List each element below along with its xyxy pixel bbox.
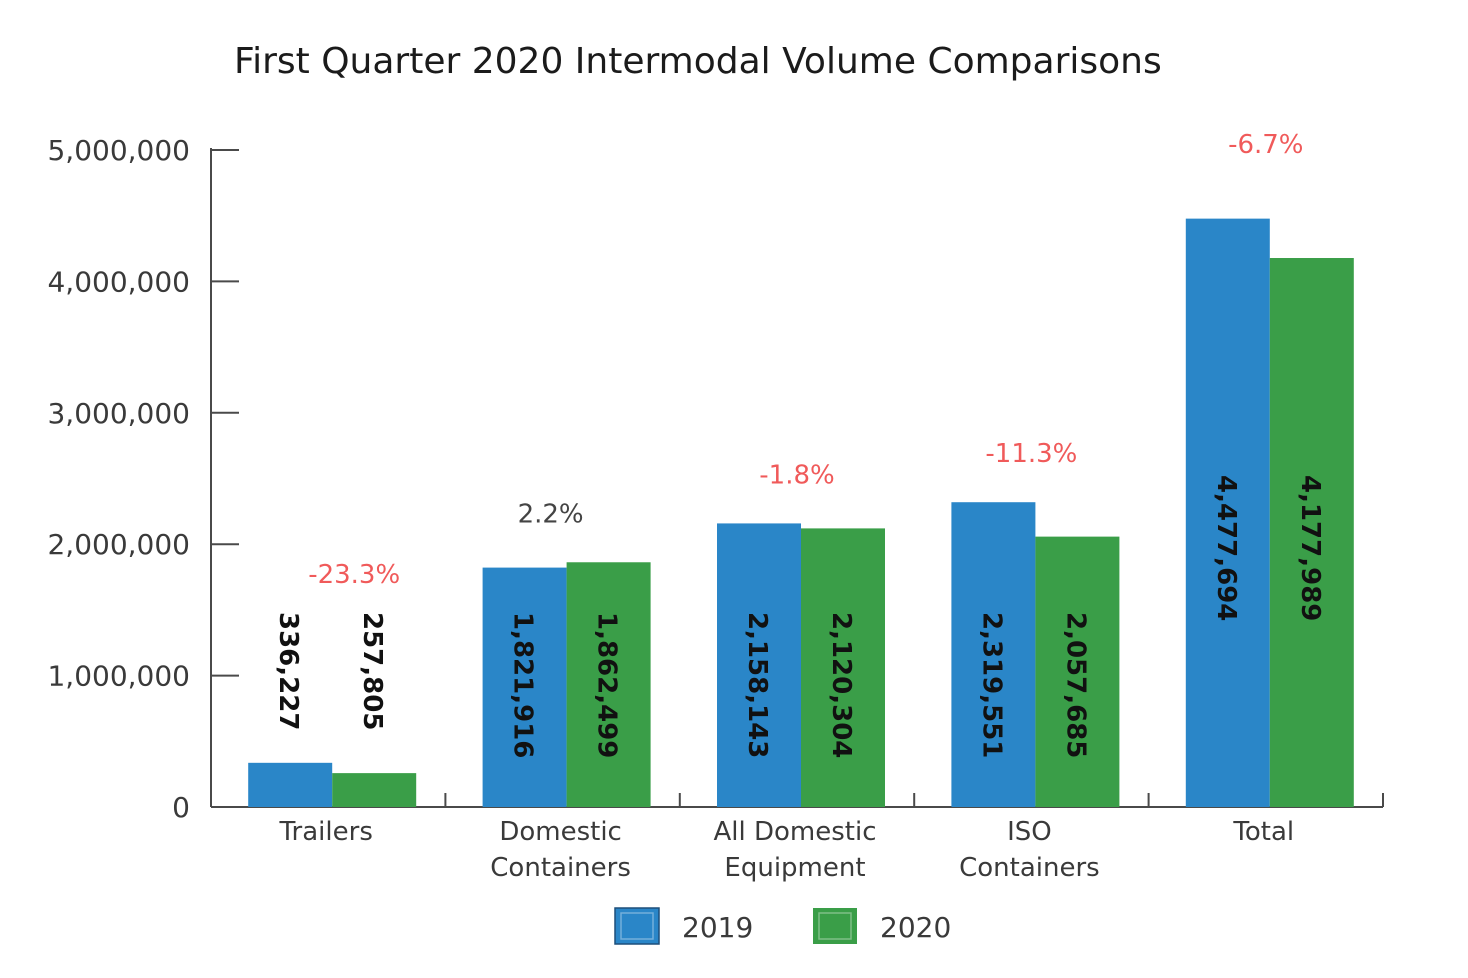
value-label-2020-1: 1,862,499 [592,612,622,758]
percent-change-label: -11.3% [985,439,1077,469]
x-category-label: Containers [490,853,631,883]
legend-label-2019: 2019 [682,911,753,944]
value-label-2019-2: 2,158,143 [742,612,772,758]
legend-swatch-2019 [614,907,660,945]
bar-2020-0 [332,773,417,807]
bar-2020-4 [1269,258,1354,808]
y-tick-label: 5,000,000 [47,134,190,167]
bar-2019-2 [717,523,801,807]
legend-label-2020: 2020 [880,911,951,944]
value-labels-group: 336,227 257,805 1,821,916 1,862,499 2,158,14… [273,475,1325,758]
legend-swatch-inner [620,912,654,940]
y-axis: 0 1,000,000 2,000,000 3,000,000 4,000,000 5,0… [47,134,239,824]
legend-swatch-inner [818,912,852,940]
bar-2020-1 [566,562,651,807]
x-category-label: Total [1232,817,1294,847]
bars-group [248,218,1354,808]
value-label-2020-4: 4,177,989 [1295,475,1325,621]
y-tick-label: 4,000,000 [47,265,190,298]
x-category-label: Equipment [724,853,865,883]
bar-2019-0 [248,762,333,807]
y-tick-label: 2,000,000 [47,528,190,561]
change-labels-group: -23.3% 2.2% -1.8% -11.3% -6.7% [308,130,1303,590]
percent-change-label: -23.3% [308,560,400,590]
x-category-label: Domestic [499,817,622,847]
bar-2020-2 [801,528,885,807]
bar-2020-3 [1035,536,1120,807]
y-tick-label: 0 [172,791,190,824]
bar-2019-3 [951,502,1036,807]
percent-change-label: 2.2% [518,499,584,529]
x-category-label: All Domestic [713,817,876,847]
value-label-2019-3: 2,319,551 [976,612,1006,758]
value-label-2020-3: 2,057,685 [1060,612,1090,758]
percent-change-label: -6.7% [1228,130,1303,160]
value-label-2019-0: 336,227 [273,612,303,730]
chart-title: First Quarter 2020 Intermodal Volume Com… [234,41,1162,82]
x-category-label: Trailers [279,817,373,847]
value-label-2020-0: 257,805 [357,612,387,730]
y-tick-label: 1,000,000 [47,660,190,693]
x-axis: Trailers Domestic Containers All Domestic Eq… [211,793,1384,883]
percent-change-label: -1.8% [759,460,834,490]
value-label-2019-1: 1,821,916 [508,612,538,758]
bar-2019-4 [1185,218,1270,808]
y-tick-label: 3,000,000 [47,397,190,430]
x-category-label: Containers [959,853,1100,883]
legend: 2019 2020 [614,907,951,945]
value-label-2019-4: 4,477,694 [1211,475,1241,621]
legend-swatch-2020 [813,908,857,944]
value-label-2020-2: 2,120,304 [826,612,856,758]
x-category-label: ISO [1007,817,1052,847]
bar-2019-1 [482,567,567,807]
